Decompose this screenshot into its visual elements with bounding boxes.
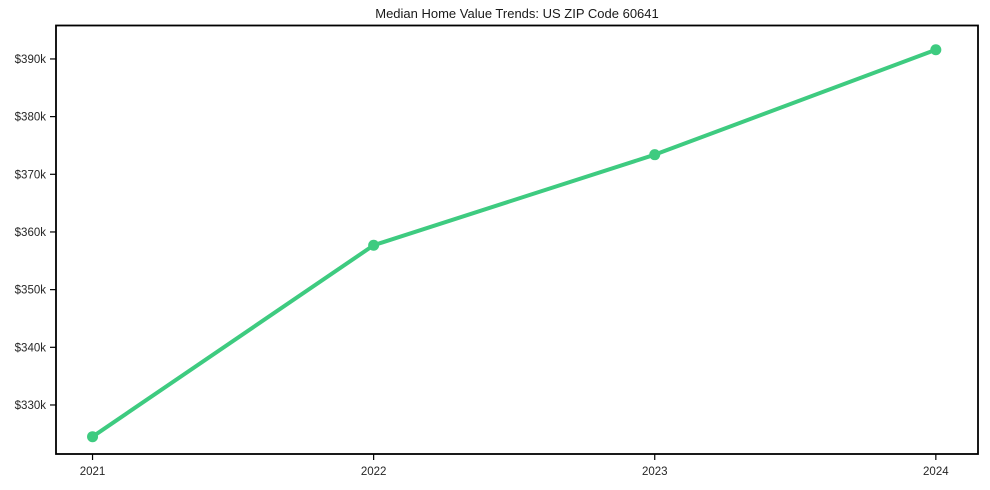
data-point-marker-2023 — [649, 149, 661, 161]
data-point-marker-2021 — [87, 431, 99, 443]
data-point-marker-2024 — [930, 44, 942, 56]
y-tick-label: $350k — [15, 285, 47, 297]
data-point-marker-2022 — [368, 239, 380, 251]
y-tick-label: $370k — [15, 169, 47, 181]
x-tick-label: 2022 — [361, 466, 387, 478]
y-tick-label: $360k — [15, 227, 47, 239]
x-tick-label: 2023 — [642, 466, 668, 478]
plot-frame — [55, 24, 979, 455]
y-tick-label: $340k — [15, 342, 47, 354]
y-tick-label: $380k — [15, 112, 47, 124]
x-tick-label: 2021 — [80, 466, 106, 478]
y-tick-label: $330k — [15, 400, 47, 412]
trend-line — [90, 47, 938, 439]
y-tick-label: $390k — [15, 54, 47, 66]
x-tick-label: 2024 — [923, 466, 949, 478]
chart-title: Median Home Value Trends: US ZIP Code 60… — [375, 6, 659, 21]
